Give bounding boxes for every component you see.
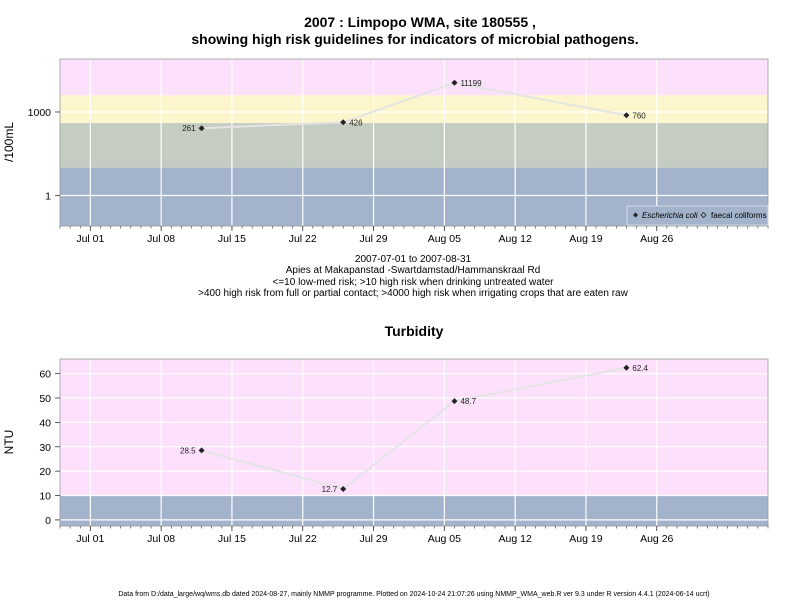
- chart1-caption-drinking-risk: <=10 low-med risk; >10 high risk when dr…: [273, 277, 555, 288]
- chart1-x-tick-label: Jul 15: [218, 233, 246, 245]
- chart1-y-axis-label: /100mL: [2, 122, 16, 162]
- chart2-y-tick-label: 10: [39, 491, 51, 503]
- legend-item-e-coli: Escherichia coli: [642, 211, 698, 220]
- chart2-data-label: 62.4: [632, 364, 648, 373]
- chart1-legend: Escherichia coli faecal coliforms: [626, 205, 769, 226]
- chart1-plot-area: Jul 01 Jul 08 Jul 15 Jul 22 Jul 29 Aug 05 Aug …: [28, 58, 769, 245]
- chart1-risk-band-3: [60, 59, 768, 96]
- chart1-caption-contact-risk: >400 high risk from full or partial cont…: [198, 288, 628, 299]
- chart1-caption-dates: 2007-07-01 to 2007-08-31: [355, 254, 472, 265]
- chart2-y-tick-label: 30: [39, 442, 51, 454]
- chart1-data-label: 426: [349, 118, 363, 127]
- chart2-data-label: 12.7: [322, 485, 338, 494]
- chart2-data-point: [623, 364, 630, 371]
- footer-note: Data from D:/data_large/wq/wms.db dated …: [118, 591, 709, 598]
- chart2-data-point: [451, 398, 458, 405]
- chart1-data-point: [198, 125, 205, 132]
- chart2-y-tick-label: 40: [39, 417, 51, 429]
- chart2-y-tick-label: 0: [45, 515, 51, 527]
- chart1-x-tick-label: Jul 08: [147, 233, 175, 245]
- chart1-risk-band-2: [60, 95, 768, 124]
- chart1-data-point: [340, 119, 347, 126]
- chart1-data-label: 11199: [460, 79, 482, 88]
- chart1-title-line1: 2007 : Limpopo WMA, site 180555 ,: [304, 14, 536, 30]
- chart1-x-tick-label: Aug 05: [428, 233, 461, 245]
- chart1-y-tick-label: 1: [45, 190, 51, 202]
- chart2-y-tick-label: 20: [39, 466, 51, 478]
- chart1-x-tick-label: Aug 26: [640, 233, 673, 245]
- chart1-series-line: [201, 81, 627, 130]
- chart2-x-tick-label: Aug 19: [569, 533, 602, 545]
- chart1-data-label: 760: [632, 111, 646, 120]
- chart2-x-tick-label: Jul 15: [218, 533, 246, 545]
- chart2-y-axis-label: NTU: [2, 430, 16, 455]
- chart2-y-tick-label: 60: [39, 369, 51, 381]
- chart2-x-tick-label: Jul 08: [147, 533, 175, 545]
- chart2-series-line: [201, 366, 627, 491]
- chart1-x-tick-label: Jul 01: [76, 233, 104, 245]
- chart1-data-label: 261: [182, 124, 196, 133]
- chart1-x-tick-label: Aug 12: [499, 233, 532, 245]
- chart1-risk-band-1: [60, 123, 768, 168]
- chart2-data-point: [340, 485, 347, 492]
- chart2-risk-band-1: [60, 359, 768, 496]
- chart2-x-tick-label: Aug 26: [640, 533, 673, 545]
- chart2-data-point: [198, 447, 205, 454]
- chart2-data-label: 28.5: [180, 446, 196, 455]
- legend-item-faecal-coliforms: faecal coliforms: [711, 211, 767, 220]
- chart2-y-tick-label: 50: [39, 393, 51, 405]
- chart1-data-point: [451, 79, 458, 86]
- chart1-x-tick-label: Aug 19: [569, 233, 602, 245]
- chart1-x-tick-label: Jul 22: [289, 233, 317, 245]
- chart1-title-line2: showing high risk guidelines for indicat…: [191, 31, 638, 47]
- legend-marker-open-diamond: [700, 211, 707, 219]
- legend-marker-filled-diamond: [633, 212, 638, 218]
- chart2-x-tick-label: Jul 29: [360, 533, 388, 545]
- chart1-y-tick-label: 1000: [28, 107, 52, 119]
- chart2-risk-band-0: [60, 495, 768, 526]
- chart1-x-tick-label: Jul 29: [360, 233, 388, 245]
- chart2-data-label: 48.7: [460, 397, 476, 406]
- legend-box: [626, 205, 769, 226]
- chart2-x-tick-label: Aug 12: [499, 533, 532, 545]
- chart1-caption-site: Apies at Makapanstad -Swartdamstad/Hamma…: [286, 265, 541, 276]
- chart2-x-tick-label: Jul 01: [76, 533, 104, 545]
- chart2-x-tick-label: Jul 22: [289, 533, 317, 545]
- chart2-plot-area: Jul 01 Jul 08 Jul 15 Jul 22 Jul 29 Aug 05 Aug …: [39, 358, 769, 545]
- chart2-x-tick-label: Aug 05: [428, 533, 461, 545]
- chart1-data-point: [623, 112, 630, 119]
- chart2-title: Turbidity: [385, 323, 444, 339]
